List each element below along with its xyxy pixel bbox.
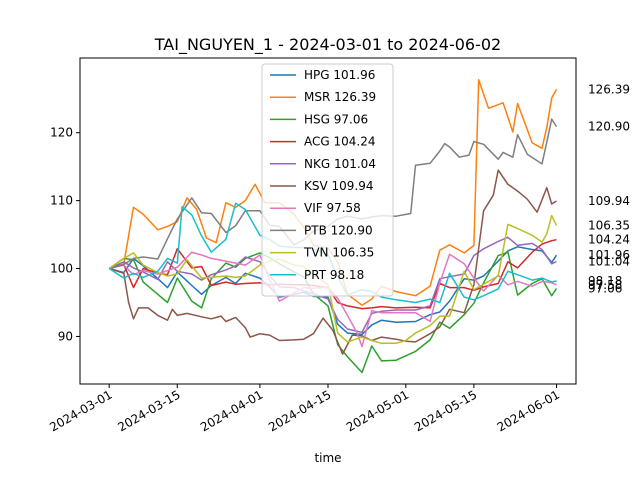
- legend: HPG 101.96 MSR 126.39 HSG 97.06 ACG 104.24 N…: [261, 63, 394, 297]
- x-tick-label: 2024-04-15: [266, 387, 333, 434]
- chart-title: TAI_NGUYEN_1 - 2024-03-01 to 2024-06-02: [154, 35, 501, 55]
- x-tick-label: 2024-06-01: [495, 387, 562, 434]
- y-tick-label: 100: [50, 262, 73, 276]
- legend-entry: NKG 101.04: [304, 157, 376, 171]
- x-tick-label: 2024-03-15: [115, 387, 182, 434]
- legend-entry: HPG 101.96: [304, 68, 375, 82]
- x-tick-label: 2024-05-01: [344, 387, 411, 434]
- x-tick-label: 2024-05-15: [412, 387, 479, 434]
- end-value-label: 106.35: [588, 218, 630, 232]
- end-value-label: 97.06: [588, 282, 622, 296]
- series-line-tvn: [108, 214, 558, 345]
- plot-lines: [108, 78, 558, 374]
- y-axis-ticks: 90 100 110 120: [50, 126, 80, 343]
- series-line-ksv: [108, 169, 557, 355]
- end-value-label: 104.24: [588, 233, 630, 247]
- end-value-label: 101.04: [588, 254, 630, 268]
- legend-entry: PTB 120.90: [304, 223, 373, 237]
- legend-entry: KSV 109.94: [304, 179, 374, 193]
- end-value-label: 101.96: [588, 248, 630, 262]
- legend-entry: TVN 106.35: [303, 246, 374, 260]
- series-line-vif: [109, 251, 557, 348]
- legend-entry: HSG 97.06: [304, 112, 368, 126]
- end-value-label: 126.39: [588, 82, 630, 96]
- y-tick-label: 120: [50, 126, 73, 140]
- end-value-label: 97.58: [588, 278, 622, 292]
- legend-entry: VIF 97.58: [304, 201, 361, 215]
- legend-box: [261, 63, 394, 297]
- end-value-label: 98.18: [588, 274, 622, 288]
- x-axis-label: time: [314, 451, 341, 465]
- end-value-labels: 126.39 120.90 109.94 106.35104.24101.96101.…: [588, 82, 630, 295]
- legend-entry: MSR 126.39: [304, 90, 376, 104]
- x-axis-ticks: 2024-03-01 2024-03-15 2024-04-01 2024-04-15…: [47, 384, 562, 434]
- legend-entry: ACG 104.24: [304, 135, 375, 149]
- end-value-label: 120.90: [588, 120, 630, 134]
- x-tick-label: 2024-03-01: [47, 387, 114, 434]
- x-tick-label: 2024-04-01: [198, 387, 265, 434]
- legend-entry: PRT 98.18: [304, 268, 364, 282]
- y-tick-label: 110: [50, 194, 73, 208]
- y-tick-label: 90: [58, 329, 73, 343]
- series-line-hsg: [108, 251, 558, 374]
- end-value-label: 109.94: [588, 194, 630, 208]
